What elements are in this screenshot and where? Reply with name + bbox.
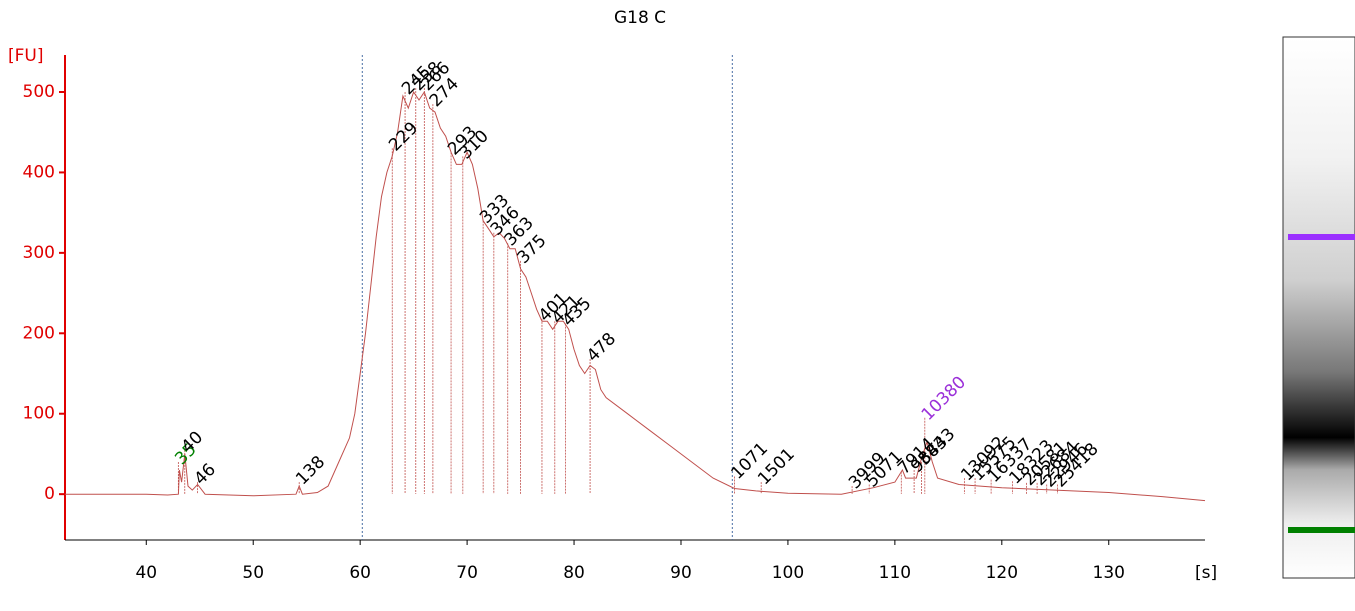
peak-label: 138	[292, 452, 329, 489]
gel-lane	[1282, 36, 1355, 579]
x-tick-label: 60	[349, 563, 371, 583]
x-tick-label: 70	[456, 563, 478, 583]
x-tick-label: 130	[1093, 563, 1125, 583]
y-tick-label: 500	[23, 82, 55, 102]
x-tick-label: 120	[986, 563, 1018, 583]
chart-title: G18 C	[614, 8, 666, 28]
x-tick-label: 80	[563, 563, 585, 583]
x-axis-label: [s]	[1195, 563, 1217, 583]
y-tick-label: 100	[23, 404, 55, 424]
peak-label: 46	[191, 460, 220, 489]
x-tick-label: 50	[242, 563, 264, 583]
peak-label: 10380	[918, 372, 970, 424]
trace	[65, 90, 1206, 502]
y-tick-label: 200	[23, 323, 55, 343]
y-tick-label: 300	[23, 243, 55, 263]
x-tick-label: 100	[772, 563, 804, 583]
x-tick-label: 110	[879, 563, 911, 583]
x-tick-label: 40	[135, 563, 157, 583]
y-axis-label: [FU]	[8, 46, 44, 66]
peak-label: 229	[385, 118, 422, 155]
y-tick-label: 0	[44, 484, 55, 504]
x-tick-label: 90	[670, 563, 692, 583]
peak-label: 478	[583, 329, 620, 366]
y-tick-label: 400	[23, 162, 55, 182]
